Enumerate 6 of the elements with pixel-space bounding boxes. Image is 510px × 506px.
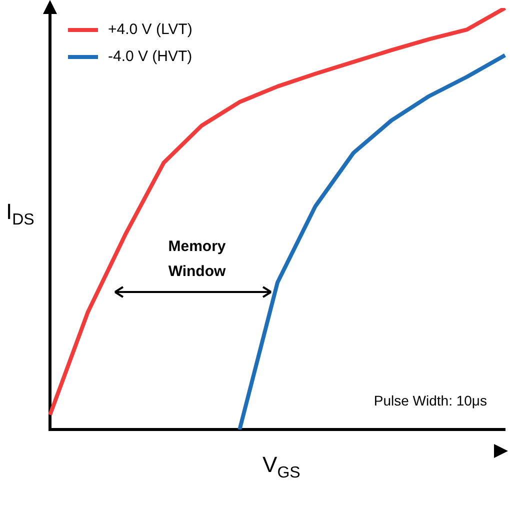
annotation: Pulse Width: 10μs xyxy=(374,392,487,409)
annotation: Memory Window xyxy=(168,238,226,280)
y-axis-title: I$_{DS}$ xyxy=(6,198,34,230)
legend-label: -4.0 V (HVT) xyxy=(108,48,192,66)
legend-label: +4.0 V (LVT) xyxy=(108,21,192,38)
x-axis-title: V$_{GS}$ xyxy=(262,452,300,482)
